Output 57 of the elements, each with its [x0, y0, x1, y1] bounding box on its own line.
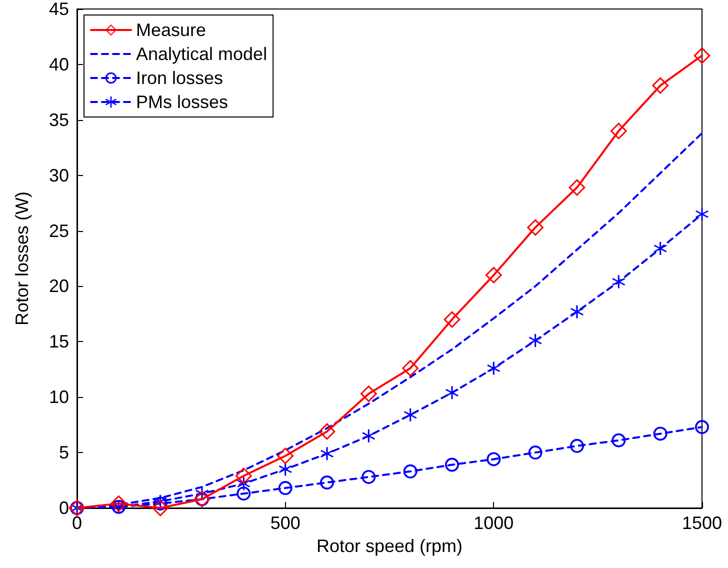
point [612, 275, 626, 288]
point [276, 447, 294, 464]
point [695, 420, 709, 434]
y-tick-label: 20 [48, 276, 69, 296]
point [362, 429, 376, 442]
legend-label: Measure [136, 20, 206, 40]
y-tick-label: 5 [58, 442, 69, 463]
point [446, 386, 458, 400]
legend-label: PMs losses [136, 92, 228, 112]
point [404, 408, 417, 422]
point [487, 362, 500, 375]
point [278, 462, 292, 476]
point [654, 242, 667, 256]
point [610, 122, 628, 140]
point [528, 334, 542, 348]
y-tick-label: 15 [48, 332, 69, 352]
legend-label: Analytical model [136, 44, 268, 64]
point [318, 422, 336, 440]
x-tick-label: 500 [270, 513, 300, 533]
y-tick-label: 35 [48, 110, 69, 130]
point [152, 500, 169, 516]
point [528, 446, 542, 460]
point [526, 218, 544, 236]
point [612, 433, 626, 448]
point [110, 495, 128, 512]
point [486, 452, 501, 466]
point [694, 47, 710, 64]
point [402, 360, 419, 377]
point [570, 305, 584, 318]
point [570, 438, 584, 453]
x-tick-label: 1500 [682, 513, 722, 533]
point [278, 481, 292, 496]
y-tick-label: 40 [48, 54, 69, 74]
point [320, 475, 334, 490]
y-tick-label: 25 [48, 220, 69, 241]
legend-label: Iron losses [136, 68, 224, 88]
point [696, 208, 708, 221]
x-axis-title: Rotor speed (rpm) [316, 536, 463, 556]
y-tick-label: 0 [58, 498, 69, 518]
point [445, 458, 459, 472]
point [403, 464, 418, 478]
y-tick-label: 45 [48, 0, 69, 19]
x-tick-label: 1000 [474, 513, 514, 533]
point [320, 447, 334, 460]
x-tick-label: 0 [72, 513, 82, 533]
point [652, 77, 669, 94]
point [444, 310, 460, 328]
point [653, 426, 668, 441]
y-tick-label: 30 [48, 165, 69, 186]
point [236, 486, 251, 501]
point [362, 470, 376, 484]
y-axis-title: Rotor losses (W) [12, 191, 32, 326]
y-tick-label: 10 [48, 387, 69, 408]
point [485, 266, 502, 284]
point [568, 179, 586, 196]
point [235, 467, 252, 484]
point [360, 385, 378, 402]
